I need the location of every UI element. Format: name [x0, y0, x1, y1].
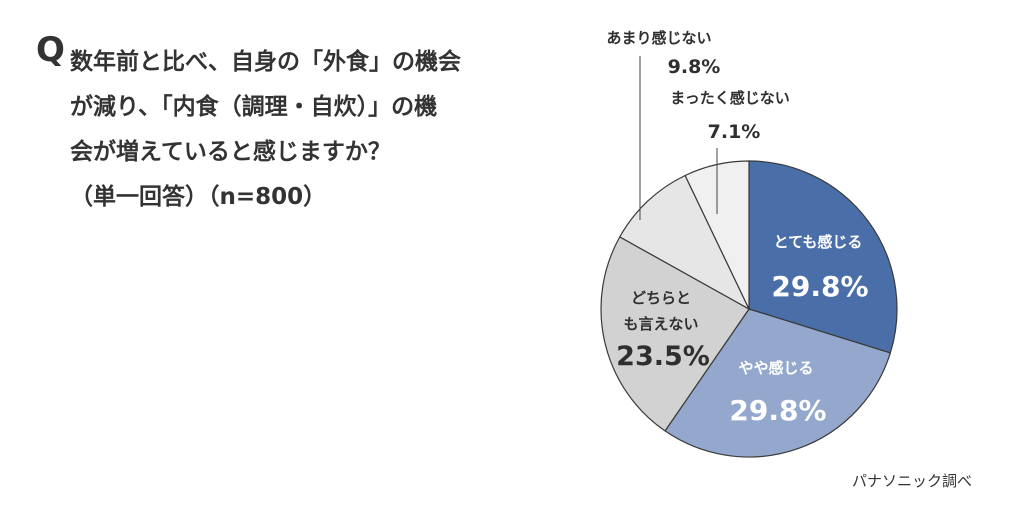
question-line-1: 数年前と比べ、自身の「外食」の機会	[70, 49, 461, 75]
slice-value-2: 29.8%	[729, 394, 826, 427]
slice-value-3: 23.5%	[616, 341, 710, 372]
slice-label-3-line-1: どちらと	[631, 289, 691, 307]
question-line-4: （単一回答）（n=800）	[70, 184, 327, 210]
question-line-2: が減り、「内食（調理・自炊）」の機	[70, 94, 438, 120]
pie-slice-1	[748, 160, 898, 354]
question-line-3: 会が増えていると感じますか？	[70, 139, 391, 165]
slice-label-3-line-2: も言えない	[623, 315, 698, 333]
question-text: 数年前と比べ、自身の「外食」の機会 が減り、「内食（調理・自炊）」の機 会が増え…	[70, 40, 461, 220]
slice-value-4: 9.8%	[668, 56, 721, 78]
question-mark: Q	[36, 30, 65, 70]
slice-value-1: 29.8%	[771, 270, 868, 303]
pie-slice-5	[684, 160, 750, 310]
slice-label-4: あまり感じない	[606, 29, 711, 47]
pie-slice-2	[664, 308, 892, 458]
pie-slice-3	[600, 236, 750, 432]
slice-label-5: まったく感じない	[670, 89, 789, 107]
slice-value-5: 7.1%	[708, 121, 761, 143]
pie-slice-4	[618, 174, 751, 311]
slice-label-2: やや感じる	[738, 359, 813, 377]
slice-label-1: とても感じる	[774, 233, 863, 251]
source-credit: パナソニック調べ	[852, 472, 973, 490]
